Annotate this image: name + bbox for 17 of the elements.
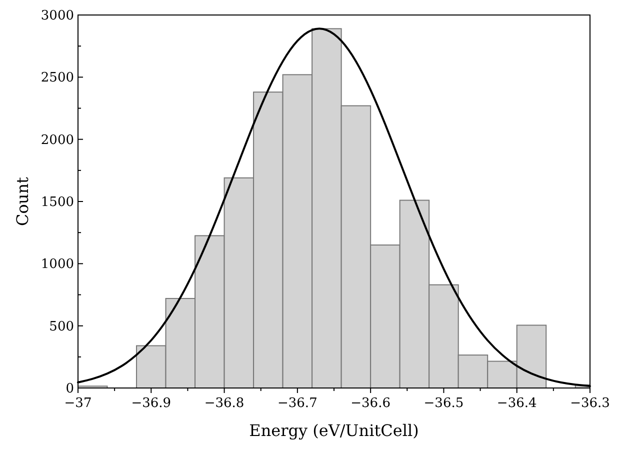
x-tick-label: −36.8 [204, 396, 244, 411]
x-tick-label: −36.6 [350, 396, 390, 411]
x-tick-label: −36.4 [496, 396, 537, 411]
x-tick-label: −36.3 [570, 396, 610, 411]
y-axis-title: Count [13, 176, 32, 226]
x-tick-label: −36.7 [278, 396, 318, 411]
x-tick-label: −36.5 [424, 396, 464, 411]
y-tick-label: 1000 [40, 257, 74, 272]
y-tick-label: 3000 [40, 8, 74, 24]
x-axis-title: Energy (eV/UnitCell) [249, 421, 419, 440]
y-tick-label: 2500 [40, 70, 74, 86]
y-tick-label: 0 [66, 382, 74, 397]
y-tick-label: 2000 [40, 132, 74, 148]
y-tick-label: 500 [49, 319, 74, 334]
x-tick-label: −36.9 [131, 396, 172, 411]
y-tick-label: 1500 [40, 195, 74, 210]
x-tick-label: −37 [64, 396, 92, 411]
